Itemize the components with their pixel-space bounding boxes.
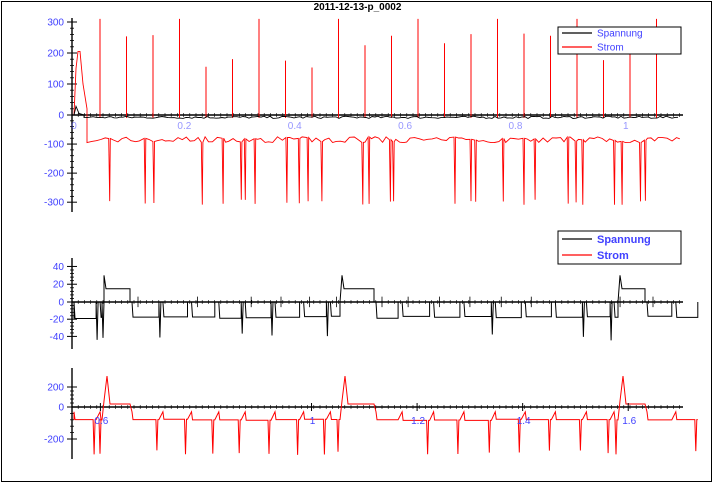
y-tick-label: 40 bbox=[53, 262, 65, 273]
x-tick-label: 1 bbox=[310, 416, 316, 427]
x-tick-label: 0.8 bbox=[509, 121, 523, 132]
legend-label-voltage: Spannung bbox=[597, 234, 651, 246]
y-tick-label: -300 bbox=[44, 198, 64, 209]
x-tick-label: 1.2 bbox=[411, 416, 425, 427]
x-tick-label: 0.2 bbox=[177, 121, 191, 132]
legend-label-voltage: Spannung bbox=[597, 29, 643, 40]
x-tick-label: 0 bbox=[71, 121, 77, 132]
y-tick-label: -100 bbox=[44, 140, 64, 151]
y-tick-label: 0 bbox=[58, 403, 64, 414]
panel-3: 200 0 -200 bbox=[44, 368, 683, 459]
panel-2: 40 20 0 -20 -40 bbox=[50, 258, 683, 349]
legend-label-current: Strom bbox=[597, 43, 624, 54]
x-tick-label: 0.6 bbox=[398, 121, 412, 132]
x-tick-label: 0.6 bbox=[94, 416, 108, 427]
voltage-trace-zoom bbox=[73, 275, 699, 341]
y-tick-label: 300 bbox=[47, 18, 64, 29]
voltage-trace bbox=[73, 104, 679, 120]
x-tick-label: 0.4 bbox=[288, 121, 302, 132]
x-tick-label: 1.6 bbox=[622, 416, 636, 427]
legend-box bbox=[557, 26, 682, 55]
y-tick-label: 200 bbox=[47, 383, 64, 394]
legend-2: Spannung Strom bbox=[557, 230, 682, 265]
x-tick-label: 1 bbox=[623, 121, 629, 132]
chart-title: 2011-12-13-p_0002 bbox=[313, 2, 402, 13]
x-tick-label: 1.4 bbox=[517, 416, 531, 427]
y-tick-label: 0 bbox=[58, 111, 64, 122]
current-trace bbox=[73, 51, 680, 205]
y-tick-label: -40 bbox=[50, 332, 65, 343]
y-tick-label: -200 bbox=[44, 169, 64, 180]
y-tick-label: 200 bbox=[47, 49, 64, 60]
legend-label-current: Strom bbox=[597, 250, 629, 262]
y-tick-label: -20 bbox=[50, 315, 65, 326]
legend-box bbox=[557, 230, 682, 265]
legend-1: Spannung Strom bbox=[557, 26, 682, 55]
current-trace-zoom bbox=[73, 375, 698, 455]
panel-1: 300 200 100 0 -100 -200 -300 bbox=[44, 18, 683, 212]
y-tick-label: 20 bbox=[53, 280, 65, 291]
y-tick-label: 100 bbox=[47, 80, 64, 91]
y-tick-label: 0 bbox=[58, 298, 64, 309]
y-tick-label: -200 bbox=[44, 435, 64, 446]
